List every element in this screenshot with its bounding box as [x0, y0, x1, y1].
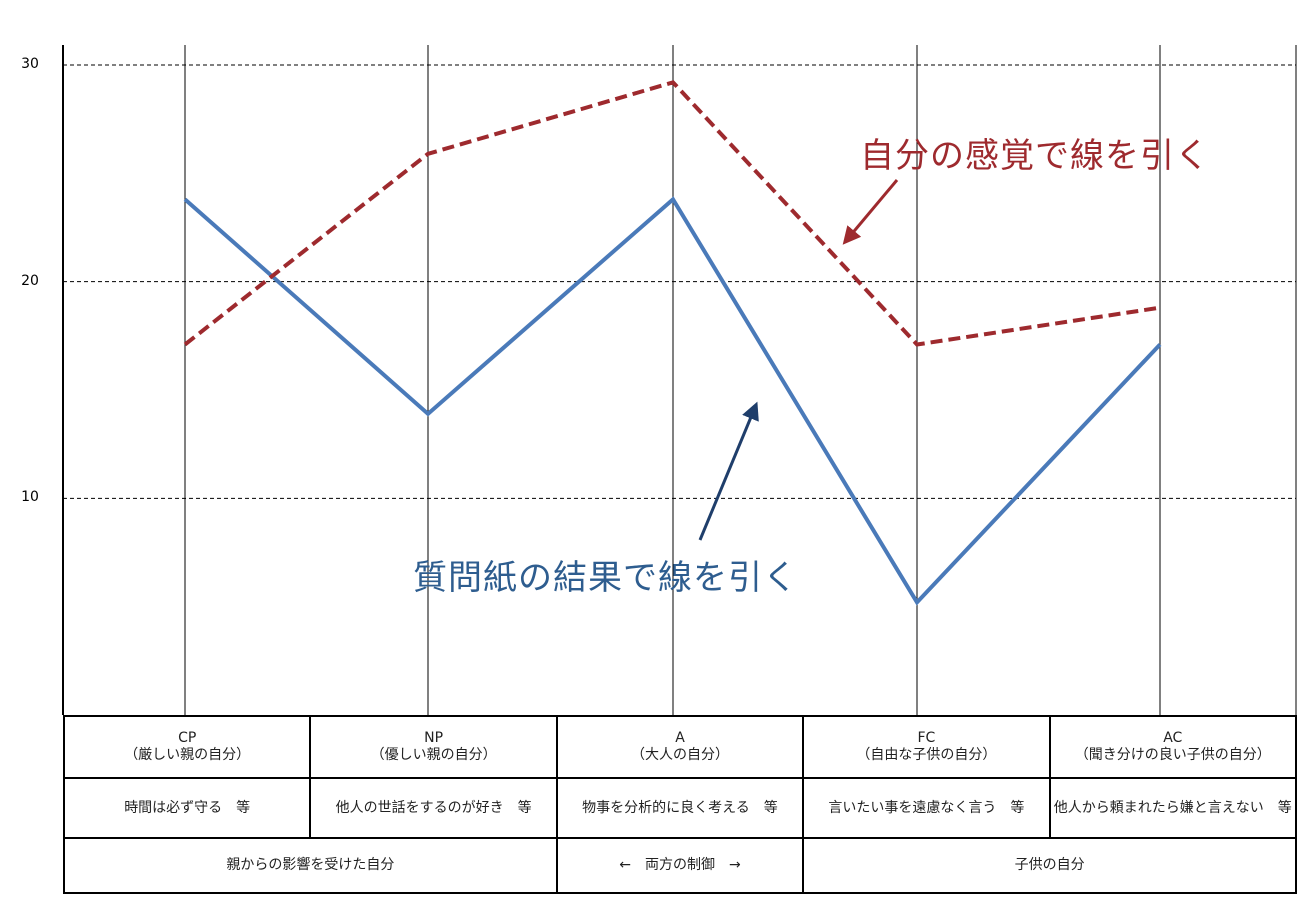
- y-tick-label: 10: [21, 489, 39, 506]
- group-parent: 親からの影響を受けた自分: [63, 837, 558, 894]
- y-tick-label: 20: [21, 272, 39, 289]
- y-tick-label: 30: [21, 56, 39, 72]
- gridlines: [63, 64, 1296, 499]
- legend-a: A （大人の自分）: [555, 715, 805, 779]
- annotation-questionnaire: 質問紙の結果で線を引く: [413, 558, 798, 598]
- group-control: ← 両方の制御 →: [555, 837, 805, 894]
- legend-np: NP （優しい親の自分）: [309, 715, 558, 779]
- annotation-arrow-red: [842, 179, 899, 245]
- legend-fc: FC （自由な子供の自分）: [802, 715, 1051, 779]
- annotation-self-feeling: 自分の感覚で線を引く: [860, 136, 1210, 176]
- example-a: 物事を分析的に良く考える 等: [555, 777, 805, 839]
- legend-ac: AC （聞き分けの良い子供の自分）: [1048, 715, 1298, 779]
- example-fc: 言いたい事を遠慮なく言う 等: [802, 777, 1051, 839]
- legend-cp: CP （厳しい親の自分）: [62, 715, 312, 779]
- category-lines: [184, 45, 1161, 715]
- example-np: 他人の世話をするのが好き 等: [309, 777, 558, 839]
- legend-table: CP （厳しい親の自分） NP （優しい親の自分） A （大人の自分） FC （…: [62, 715, 1298, 894]
- example-ac: 他人から頼まれたら嫌と言えない 等: [1048, 777, 1298, 839]
- annotation-arrow-blue: [698, 401, 759, 541]
- group-child: 子供の自分: [802, 837, 1297, 894]
- example-cp: 時間は必ず守る 等: [62, 777, 312, 839]
